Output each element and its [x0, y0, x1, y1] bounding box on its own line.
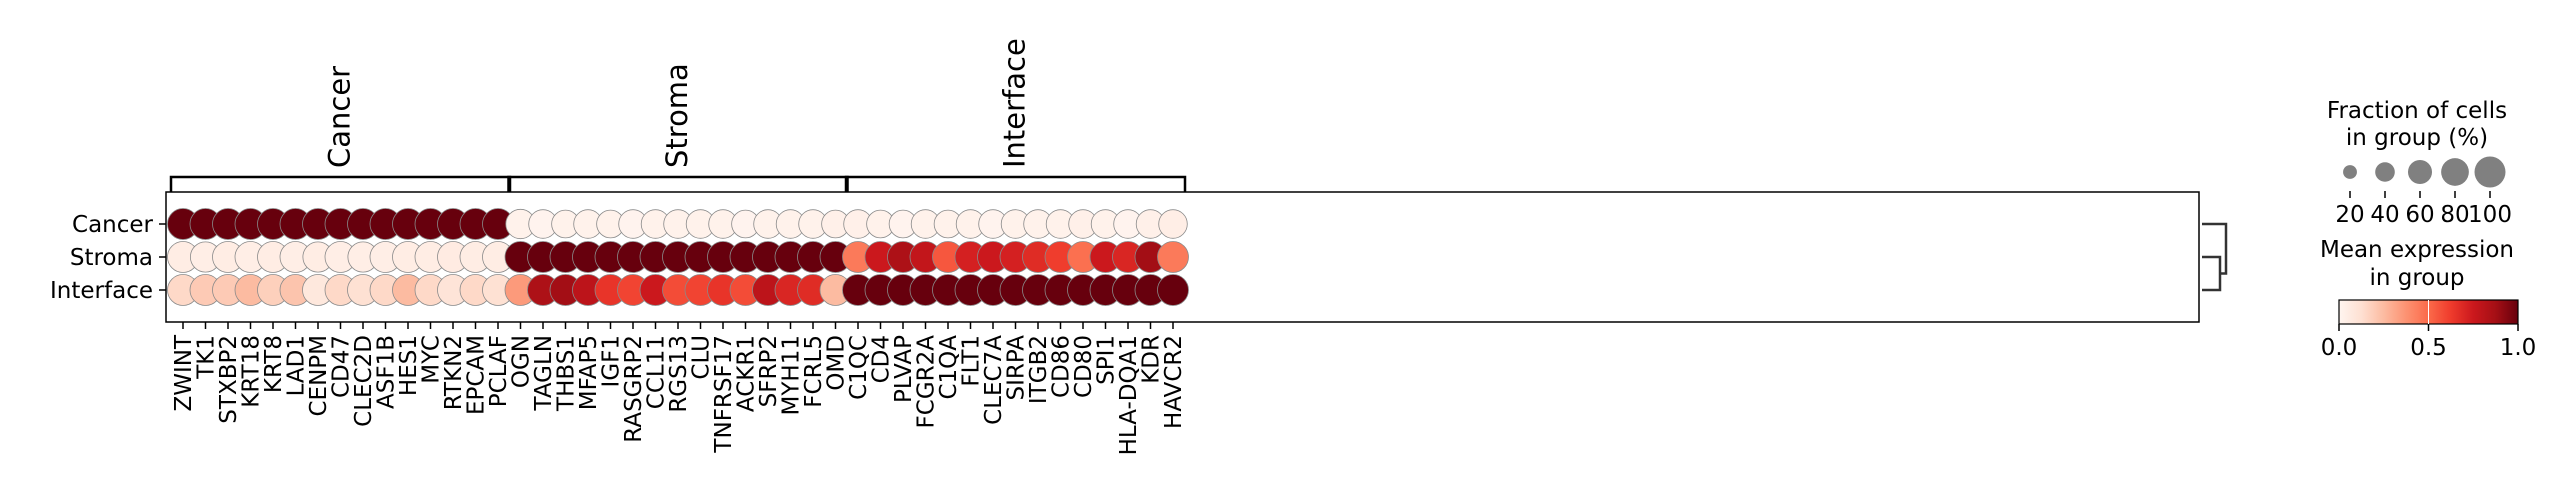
gene-label-fcrl5: FCRL5 — [801, 335, 827, 408]
size-legend-label-100: 100 — [2468, 202, 2512, 228]
gene-label-havcr2: HAVCR2 — [1161, 335, 1187, 429]
gene-label-mfap5: MFAP5 — [576, 335, 602, 410]
gene-label-cd4: CD4 — [869, 335, 895, 383]
gene-label-cenpm: CENPM — [306, 335, 332, 417]
group-brackets: Cancer Stroma Interface — [169, 38, 1187, 192]
size-legend-title-line1: Fraction of cells — [2327, 98, 2507, 124]
size-legend-label-60: 60 — [2405, 202, 2434, 228]
gene-label-epcam: EPCAM — [464, 335, 490, 415]
dot-interface-havcr2 — [1157, 274, 1189, 306]
group-bracket-stroma — [507, 175, 849, 192]
size-legend-dot-60 — [2407, 159, 2433, 185]
dendrogram-link-cancer — [2202, 222, 2228, 275]
gene-label-kdr: KDR — [1139, 335, 1165, 384]
gene-label-tagln: TAGLN — [531, 335, 557, 411]
dendrogram-link-stroma-interface — [2202, 255, 2222, 292]
gene-label-clec2d: CLEC2D — [351, 335, 377, 427]
size-legend-dot-100 — [2474, 156, 2506, 188]
gene-label-c1qc: C1QC — [846, 335, 872, 400]
dot-grid — [167, 208, 1189, 306]
colorbar-label-2: 1.0 — [2500, 335, 2537, 361]
dot-cancer-havcr2 — [1158, 209, 1188, 239]
size-legend-label-40: 40 — [2370, 202, 2399, 228]
gene-label-rgs13: RGS13 — [666, 335, 692, 413]
size-legend-dot-80 — [2441, 158, 2469, 186]
gene-label-pclaf: PCLAF — [486, 335, 512, 407]
gene-label-clu: CLU — [689, 335, 715, 380]
size-legend-title-line2: in group (%) — [2346, 125, 2488, 151]
group-label-interface: Interface — [998, 38, 1032, 168]
size-legend-label-20: 20 — [2335, 202, 2364, 228]
gene-label-rasgrp2: RASGRP2 — [621, 335, 647, 443]
colorbar-label-1: 0.5 — [2410, 335, 2447, 361]
gene-label-cd86: CD86 — [1049, 335, 1075, 398]
gene-label-clec7a: CLEC7A — [981, 335, 1007, 425]
dot-stroma-havcr2 — [1157, 241, 1189, 273]
gene-label-ccl11: CCL11 — [644, 335, 670, 409]
gene-label-sfrp2: SFRP2 — [756, 335, 782, 407]
gene-label-cd47: CD47 — [329, 335, 355, 398]
gene-label-krt8: KRT8 — [261, 335, 287, 393]
gene-label-tk1: TK1 — [194, 335, 220, 380]
gene-label-sirpa: SIRPA — [1004, 335, 1030, 401]
gene-label-flt1: FLT1 — [959, 335, 985, 387]
gene-label-spi1: SPI1 — [1094, 335, 1120, 385]
colorbar-label-0: 0.0 — [2321, 335, 2358, 361]
gene-label-tnfrsf17: TNFRSF17 — [711, 335, 737, 454]
gene-labels: ZWINTTK1STXBP2KRT18KRT8LAD1CENPMCD47CLEC… — [171, 322, 1187, 455]
gene-label-krt18: KRT18 — [239, 335, 265, 408]
gene-label-ogn: OGN — [509, 335, 535, 388]
color-legend-title-line2: in group — [2369, 265, 2464, 291]
gene-label-plvap: PLVAP — [891, 335, 917, 403]
row-label-interface: Interface — [50, 278, 153, 304]
gene-label-rtkn2: RTKN2 — [441, 335, 467, 410]
color-legend-title-line1: Mean expression — [2320, 237, 2514, 263]
group-label-cancer: Cancer — [323, 66, 357, 168]
gene-label-cd80: CD80 — [1071, 335, 1097, 398]
gene-label-myc: MYC — [419, 335, 445, 384]
size-legend-dot-20 — [2343, 165, 2357, 179]
size-legend-dot-40 — [2375, 162, 2395, 182]
group-bracket-interface — [844, 175, 1187, 192]
group-label-stroma: Stroma — [660, 63, 694, 168]
gene-label-hla-dqa1: HLA-DQA1 — [1116, 335, 1142, 455]
group-bracket-cancer — [169, 175, 512, 192]
dendrogram — [2202, 222, 2228, 292]
size-legend-label-80: 80 — [2440, 202, 2469, 228]
gene-label-stxbp2: STXBP2 — [216, 335, 242, 424]
gene-label-hes1: HES1 — [396, 335, 422, 396]
gene-label-thbs1: THBS1 — [554, 335, 580, 412]
gene-label-igf1: IGF1 — [599, 335, 625, 387]
gene-label-ackr1: ACKR1 — [734, 335, 760, 412]
gene-label-itgb2: ITGB2 — [1026, 335, 1052, 404]
gene-label-zwint: ZWINT — [171, 334, 197, 411]
gene-label-omd: OMD — [824, 335, 850, 391]
gene-label-fcgr2a: FCGR2A — [914, 335, 940, 429]
gene-label-asf1b: ASF1B — [374, 335, 400, 409]
row-labels: Cancer Stroma Interface — [50, 212, 166, 304]
gene-label-myh11: MYH11 — [779, 335, 805, 415]
gene-label-lad1: LAD1 — [284, 335, 310, 396]
row-label-stroma: Stroma — [70, 245, 153, 271]
row-label-cancer: Cancer — [72, 212, 154, 238]
gene-label-c1qa: C1QA — [936, 335, 962, 400]
